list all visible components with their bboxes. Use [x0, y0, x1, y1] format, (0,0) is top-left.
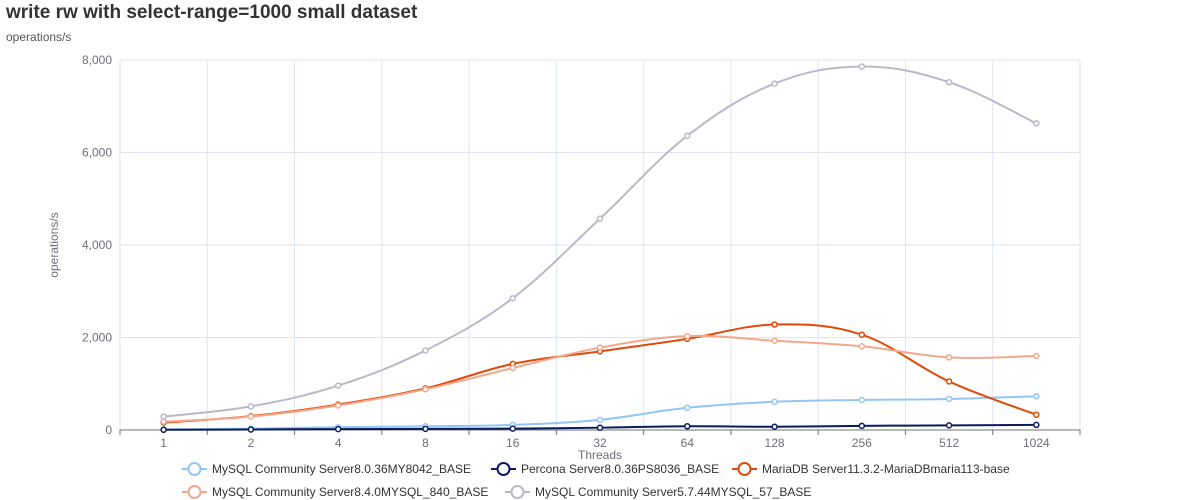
data-point — [1033, 392, 1040, 400]
legend-marker — [496, 462, 511, 476]
y-axis-label: operations/s — [47, 212, 61, 277]
data-point — [771, 337, 778, 344]
x-tick-label: 16 — [506, 436, 520, 450]
data-point — [771, 423, 778, 431]
legend-label: MySQL Community Server8.0.36MY8042_BASE — [212, 462, 471, 476]
legend-marker — [187, 462, 202, 476]
data-point — [1033, 411, 1040, 418]
y-tick-label: 4,000 — [82, 238, 112, 252]
data-point — [160, 426, 167, 434]
data-point — [160, 418, 167, 425]
data-point — [247, 403, 255, 410]
x-tick-label: 8 — [422, 436, 429, 450]
data-point — [509, 294, 516, 302]
data-point — [858, 63, 866, 70]
legend-marker — [737, 462, 752, 476]
data-point — [684, 423, 691, 430]
legend-item: MySQL Community Server5.7.44MYSQL_57_BAS… — [505, 485, 811, 499]
data-point — [334, 382, 342, 389]
x-tick-label: 2 — [248, 436, 255, 450]
legend: MySQL Community Server8.0.36MY8042_BASE P… — [182, 462, 1010, 499]
y-tick-label: 2,000 — [82, 331, 112, 345]
legend-marker — [187, 485, 202, 499]
data-point — [1033, 352, 1040, 360]
y-tick-label: 8,000 — [82, 53, 112, 67]
data-point — [1033, 421, 1040, 429]
data-point — [422, 386, 429, 393]
legend-item: MySQL Community Server8.4.0MYSQL_840_BAS… — [182, 485, 488, 499]
series-group — [160, 332, 1040, 425]
series-group — [160, 63, 1040, 420]
data-point — [247, 426, 255, 433]
data-point — [945, 422, 953, 429]
legend-label: MariaDB Server11.3.2-MariaDBmaria113-bas… — [762, 462, 1010, 476]
data-point — [596, 215, 604, 222]
grid-lines — [119, 59, 1081, 430]
data-point — [509, 425, 516, 432]
data-point — [684, 404, 691, 412]
data-point — [771, 321, 778, 328]
data-point — [334, 402, 342, 409]
y-tick-label: 0 — [105, 423, 112, 437]
chart-subtitle: operations/s — [6, 30, 72, 44]
legend-item: MariaDB Server11.3.2-MariaDBmaria113-bas… — [732, 462, 1010, 476]
data-point — [858, 396, 866, 404]
data-point — [422, 347, 429, 354]
data-point — [945, 378, 953, 385]
x-tick-label: 1 — [160, 436, 167, 450]
data-point — [596, 424, 604, 431]
data-point — [858, 422, 866, 430]
data-point — [684, 332, 691, 340]
chart-title: write rw with select-range=1000 small da… — [6, 2, 418, 23]
data-point — [684, 132, 691, 140]
series-layer — [160, 63, 1040, 434]
x-tick-label: 512 — [939, 436, 959, 450]
legend-label: Percona Server8.0.36PS8036_BASE — [521, 462, 719, 476]
legend-label: MySQL Community Server5.7.44MYSQL_57_BAS… — [535, 485, 811, 499]
x-tick-label: 4 — [335, 436, 342, 450]
data-point — [596, 344, 604, 351]
legend-label: MySQL Community Server8.4.0MYSQL_840_BAS… — [212, 485, 488, 499]
data-point — [858, 343, 866, 350]
legend-item: MySQL Community Server8.0.36MY8042_BASE — [182, 462, 471, 476]
data-point — [771, 80, 778, 87]
x-tick-label: 64 — [681, 436, 695, 450]
data-point — [334, 425, 342, 433]
data-point — [945, 354, 953, 361]
data-point — [596, 416, 604, 424]
series-group — [160, 421, 1040, 434]
data-point — [160, 413, 167, 420]
x-tick-label: 128 — [765, 436, 785, 450]
x-tick-label: 256 — [852, 436, 872, 450]
data-point — [858, 331, 866, 338]
data-point — [509, 364, 516, 372]
x-tick-label: 1024 — [1023, 436, 1050, 450]
axes: 0 2,000 4,000 6,000 8,000 1 2 4 8 16 32 64 128 256 512… — [82, 53, 1081, 450]
data-point — [247, 413, 255, 420]
data-point — [945, 78, 953, 86]
legend-marker — [510, 485, 525, 499]
data-point — [945, 395, 953, 403]
data-point — [422, 425, 429, 433]
x-tick-label: 32 — [593, 436, 607, 450]
x-axis-label: Threads — [578, 448, 622, 462]
data-point — [771, 398, 778, 406]
y-tick-label: 6,000 — [82, 146, 112, 160]
data-point — [1033, 120, 1040, 127]
legend-item: Percona Server8.0.36PS8036_BASE — [491, 462, 719, 476]
